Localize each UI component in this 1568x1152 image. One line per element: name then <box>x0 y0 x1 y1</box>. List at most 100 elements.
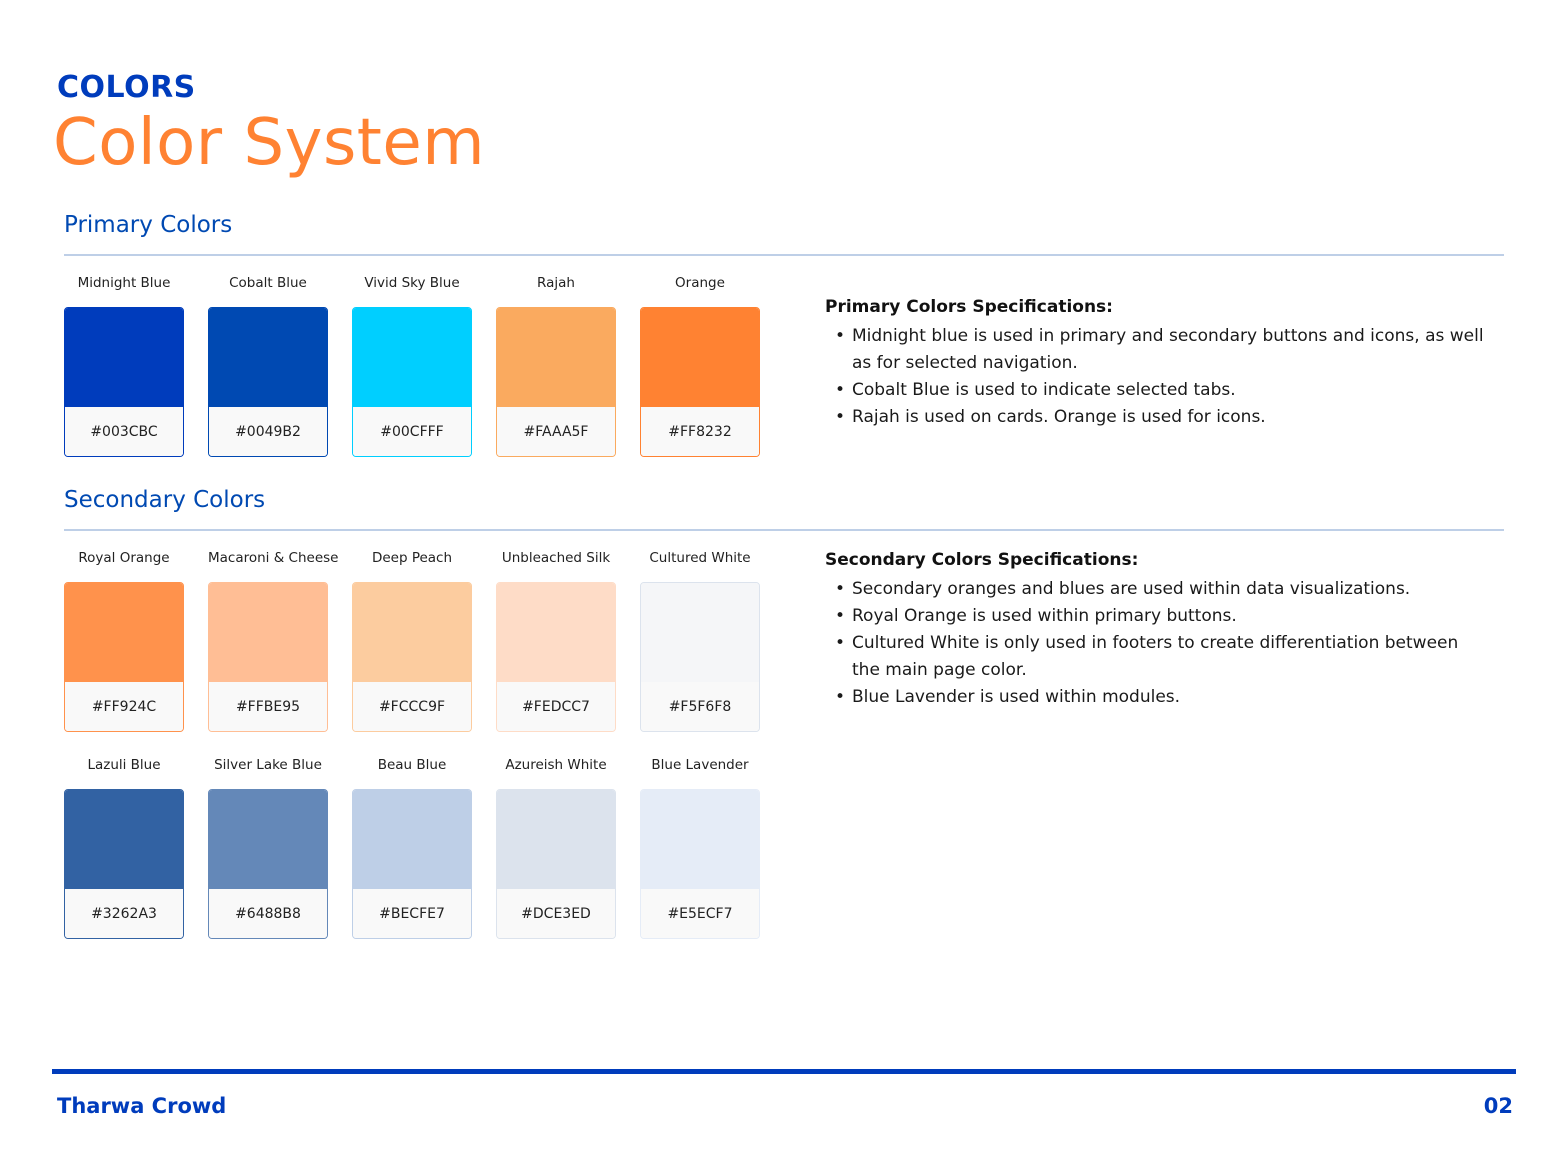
color-swatch: Silver Lake Blue #6488B8 <box>208 757 328 939</box>
swatch-color-fill <box>65 583 183 682</box>
swatch-name: Midnight Blue <box>77 275 171 291</box>
swatch-name: Macaroni & Cheese <box>208 550 339 566</box>
swatch-name: Azureish White <box>505 757 607 773</box>
swatch-card: #FF8232 <box>640 307 760 457</box>
color-swatch: Vivid Sky Blue #00CFFF <box>352 275 472 457</box>
swatch-card: #E5ECF7 <box>640 789 760 939</box>
secondary-specifications: Secondary Colors Specifications: Seconda… <box>825 550 1485 711</box>
secondary-swatch-row-blue: Lazuli Blue #3262A3 Silver Lake Blue #6488B… <box>64 757 760 939</box>
primary-swatch-row: Midnight Blue #003CBC Cobalt Blue #0049B2 Vi… <box>64 275 760 457</box>
swatch-hex-code: #FF924C <box>65 682 183 731</box>
swatch-card: #6488B8 <box>208 789 328 939</box>
swatch-color-fill <box>209 308 327 407</box>
swatch-name: Silver Lake Blue <box>214 757 322 773</box>
color-swatch: Azureish White #DCE3ED <box>496 757 616 939</box>
swatch-name: Royal Orange <box>78 550 170 566</box>
spec-item: Royal Orange is used within primary butt… <box>825 603 1485 630</box>
swatch-name: Orange <box>675 275 725 291</box>
swatch-hex-code: #FF8232 <box>641 407 759 456</box>
color-swatch: Macaroni & Cheese #FFBE95 <box>208 550 339 732</box>
swatch-card: #FEDCC7 <box>496 582 616 732</box>
swatch-hex-code: #6488B8 <box>209 889 327 938</box>
swatch-color-fill <box>497 790 615 889</box>
footer-divider <box>52 1069 1516 1074</box>
swatch-color-fill <box>497 583 615 682</box>
secondary-spec-list: Secondary oranges and blues are used wit… <box>825 576 1485 711</box>
spec-item: Midnight blue is used in primary and sec… <box>825 323 1485 377</box>
swatch-name: Cultured White <box>649 550 751 566</box>
primary-colors-heading: Primary Colors <box>64 212 233 238</box>
swatch-card: #F5F6F8 <box>640 582 760 732</box>
swatch-color-fill <box>497 308 615 407</box>
color-swatch: Midnight Blue #003CBC <box>64 275 184 457</box>
swatch-card: #00CFFF <box>352 307 472 457</box>
swatch-hex-code: #FAAA5F <box>497 407 615 456</box>
swatch-color-fill <box>65 790 183 889</box>
swatch-name: Vivid Sky Blue <box>364 275 460 291</box>
swatch-hex-code: #FEDCC7 <box>497 682 615 731</box>
spec-item: Cobalt Blue is used to indicate selected… <box>825 377 1485 404</box>
swatch-card: #BECFE7 <box>352 789 472 939</box>
swatch-name: Blue Lavender <box>651 757 749 773</box>
color-swatch: Deep Peach #FCCC9F <box>352 550 472 732</box>
footer-brand: Tharwa Crowd <box>57 1094 227 1118</box>
color-swatch: Orange #FF8232 <box>640 275 760 457</box>
spec-item: Blue Lavender is used within modules. <box>825 684 1485 711</box>
swatch-hex-code: #F5F6F8 <box>641 682 759 731</box>
swatch-hex-code: #FCCC9F <box>353 682 471 731</box>
swatch-card: #003CBC <box>64 307 184 457</box>
swatch-color-fill <box>641 308 759 407</box>
swatch-card: #FFBE95 <box>208 582 328 732</box>
page-title: Color System <box>53 106 486 180</box>
swatch-color-fill <box>641 583 759 682</box>
swatch-color-fill <box>65 308 183 407</box>
primary-spec-list: Midnight blue is used in primary and sec… <box>825 323 1485 431</box>
swatch-card: #0049B2 <box>208 307 328 457</box>
swatch-color-fill <box>353 790 471 889</box>
swatch-color-fill <box>353 308 471 407</box>
primary-divider <box>64 254 1504 256</box>
swatch-hex-code: #3262A3 <box>65 889 183 938</box>
swatch-hex-code: #0049B2 <box>209 407 327 456</box>
color-swatch: Cultured White #F5F6F8 <box>640 550 760 732</box>
color-swatch: Blue Lavender #E5ECF7 <box>640 757 760 939</box>
swatch-name: Cobalt Blue <box>229 275 307 291</box>
swatch-color-fill <box>209 790 327 889</box>
color-swatch: Rajah #FAAA5F <box>496 275 616 457</box>
swatch-hex-code: #FFBE95 <box>209 682 327 731</box>
spec-item: Cultured White is only used in footers t… <box>825 630 1485 684</box>
color-swatch: Beau Blue #BECFE7 <box>352 757 472 939</box>
secondary-colors-heading: Secondary Colors <box>64 487 266 513</box>
secondary-swatch-row-orange: Royal Orange #FF924C Macaroni & Cheese #FFB… <box>64 550 760 732</box>
secondary-divider <box>64 529 1504 531</box>
swatch-name: Beau Blue <box>377 757 447 773</box>
swatch-name: Rajah <box>537 275 575 291</box>
swatch-name: Unbleached Silk <box>501 550 611 566</box>
color-swatch: Lazuli Blue #3262A3 <box>64 757 184 939</box>
swatch-hex-code: #BECFE7 <box>353 889 471 938</box>
spec-item: Secondary oranges and blues are used wit… <box>825 576 1485 603</box>
swatch-hex-code: #00CFFF <box>353 407 471 456</box>
swatch-hex-code: #DCE3ED <box>497 889 615 938</box>
swatch-hex-code: #003CBC <box>65 407 183 456</box>
swatch-color-fill <box>353 583 471 682</box>
spec-item: Rajah is used on cards. Orange is used f… <box>825 404 1485 431</box>
section-kicker: COLORS <box>57 70 196 105</box>
swatch-name: Lazuli Blue <box>87 757 161 773</box>
swatch-name: Deep Peach <box>371 550 453 566</box>
swatch-color-fill <box>641 790 759 889</box>
swatch-card: #3262A3 <box>64 789 184 939</box>
color-swatch: Unbleached Silk #FEDCC7 <box>496 550 616 732</box>
primary-specifications: Primary Colors Specifications: Midnight … <box>825 297 1485 431</box>
swatch-color-fill <box>209 583 327 682</box>
swatch-card: #DCE3ED <box>496 789 616 939</box>
swatch-card: #FCCC9F <box>352 582 472 732</box>
swatch-hex-code: #E5ECF7 <box>641 889 759 938</box>
color-swatch: Cobalt Blue #0049B2 <box>208 275 328 457</box>
swatch-card: #FAAA5F <box>496 307 616 457</box>
swatch-card: #FF924C <box>64 582 184 732</box>
primary-spec-title: Primary Colors Specifications: <box>825 297 1113 317</box>
page-number: 02 <box>1483 1094 1513 1118</box>
color-swatch: Royal Orange #FF924C <box>64 550 184 732</box>
secondary-spec-title: Secondary Colors Specifications: <box>825 550 1139 570</box>
